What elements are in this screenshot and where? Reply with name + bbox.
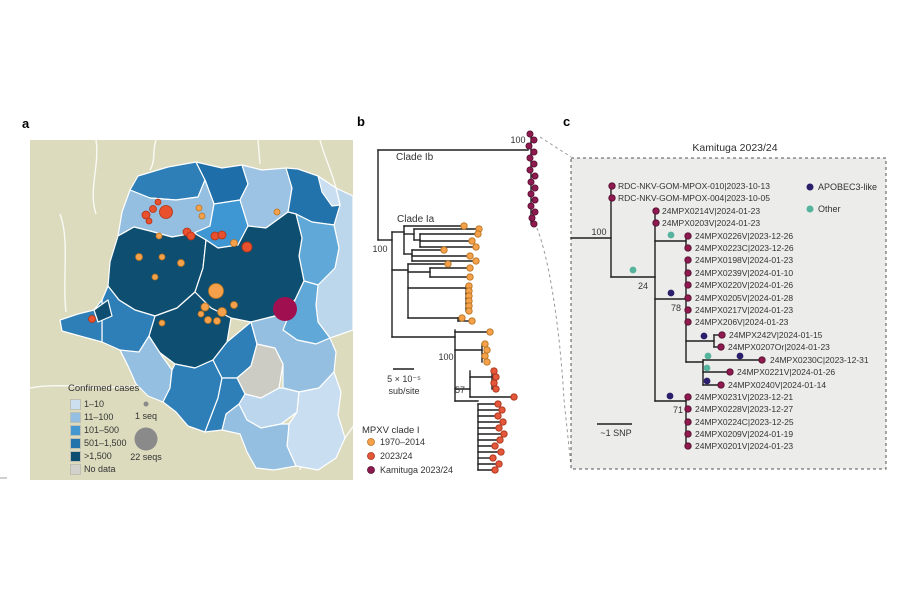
legend-other-label: Other [818,204,841,214]
bootstrap-c-100: 100 [591,227,607,237]
legend-b-item: 2023/24 [380,451,413,461]
map-dots-1970-2014 [135,204,281,327]
edge-artifact [0,477,7,479]
legend-apobec3-dot [806,183,814,191]
swatch-gt1500 [70,451,81,462]
bootstrap-mid-b: 100 [438,352,454,362]
legend-b-title: MPXV clade I [362,425,420,436]
scale-b-unit: sub/site [388,386,420,396]
swatch-501-1500 [70,438,81,449]
tree-tip-label: 24MPX206V|2024-01-23 [695,317,789,327]
map-sequence-dots [88,198,297,327]
map-legend-class-label: >1,500 [84,451,112,461]
tree-c [570,157,887,470]
tree-tip-label: 24MPX0231V|2023-12-21 [695,392,794,402]
drc-provinces [59,161,346,471]
legend-b-item: 1970–2014 [380,437,426,447]
tree-tip-label: RDC-NKV-GOM-MPOX-010|2023-10-13 [618,181,770,191]
map-legend-class-label: No data [84,464,116,474]
swatch-11-100 [70,412,81,423]
zoom-connector-lines [536,136,572,467]
tree-tip-label: 24MPX0240V|2024-01-14 [728,380,827,390]
tree-tip-label: 24MPX0201V|2024-01-23 [695,441,794,451]
tree-b [367,130,572,474]
legend-other-dot [806,205,814,213]
swatch-no-data [70,464,81,475]
swatch-101-500 [70,425,81,436]
tree-tip-label: 24MPX0214V|2024-01-23 [662,206,761,216]
kamituga-tip-dots [608,182,766,450]
tree-tip-label: 24MPX0239V|2024-01-10 [695,268,794,278]
tree-tip-label: 24MPX0220V|2024-01-26 [695,280,794,290]
tree-tip-label: 24MPX0221V|2024-01-26 [737,367,836,377]
map-dots-2023-24 [88,198,253,323]
clade-ia-label: Clade Ia [397,214,435,225]
panel-b-label: b [357,114,365,129]
map-legend-class-label: 1–10 [84,399,105,409]
twentytwo-seqs-circle [134,427,158,451]
clade-ib-cluster [525,130,539,228]
kamituga-circle [273,297,297,321]
one-seq-circle [143,401,149,407]
kamituga-zoom-box [570,157,887,470]
map-legend-class-label: 101–500 [84,425,120,435]
clade-ia-tips-1970-2014 [440,222,494,366]
kamituga-title: Kamituga 2023/24 [692,142,778,154]
tree-tip-label: 24MPX0217V|2024-01-23 [695,305,794,315]
scale-c-label: ~1 SNP [600,428,632,438]
tree-tip-label: RDC-NKV-GOM-MPOX-004|2023-10-05 [618,193,770,203]
other-mutation-dots [629,231,712,372]
map [29,139,354,480]
bootstrap-ib: 100 [510,135,526,145]
mutation-markers [629,231,744,400]
clade-ib-label: Clade Ib [396,152,434,163]
bootstrap-root-b: 100 [372,244,388,254]
bootstrap-c-78: 78 [670,303,681,313]
map-legend-class-label: 11–100 [84,412,114,422]
tree-tip-label: 24MPX0226V|2023-12-26 [695,231,794,241]
tree-tip-label: 24MPX0207Or|2024-01-23 [728,342,830,352]
clade-ia-tips-2023-24 [489,367,518,474]
panel-a-label: a [22,116,30,131]
tree-tip-label: 24MPX0230C|2023-12-31 [770,355,869,365]
bootstrap-c-71: 71 [672,405,683,415]
tree-tip-label: 24MPX0223C|2023-12-26 [695,243,794,253]
tree-tip-label: 24MPX242V|2024-01-15 [729,330,823,340]
bootstrap-57: 57 [454,385,465,395]
scale-b-value: 5 × 10⁻⁵ [387,374,421,384]
twentytwo-seqs-label: 22 seqs [130,452,162,462]
legend-apobec3-label: APOBEC3-like [818,182,878,192]
swatch-1-10 [70,399,81,410]
tree-tip-label: 24MPX0198V|2024-01-23 [695,255,794,265]
map-legend-class-label: 501–1,500 [84,438,127,448]
tree-tip-label: 24MPX0203V|2024-01-23 [662,218,761,228]
apobec3-mutation-dots [666,289,744,400]
tree-tip-label: 24MPX0228V|2023-12-27 [695,404,794,414]
legend-b-dots [367,438,375,474]
panel-c-label: c [563,114,571,129]
tree-tip-label: 24MPX0205V|2024-01-28 [695,293,794,303]
bootstrap-c-24: 24 [637,281,648,291]
one-seq-label: 1 seq [134,411,158,421]
tree-tip-label: 24MPX0209V|2024-01-19 [695,429,794,439]
legend-b-item: Kamituga 2023/24 [380,465,454,475]
map-legend-title: Confirmed cases [68,383,140,394]
tree-tip-label: 24MPX0224C|2023-12-25 [695,417,794,427]
